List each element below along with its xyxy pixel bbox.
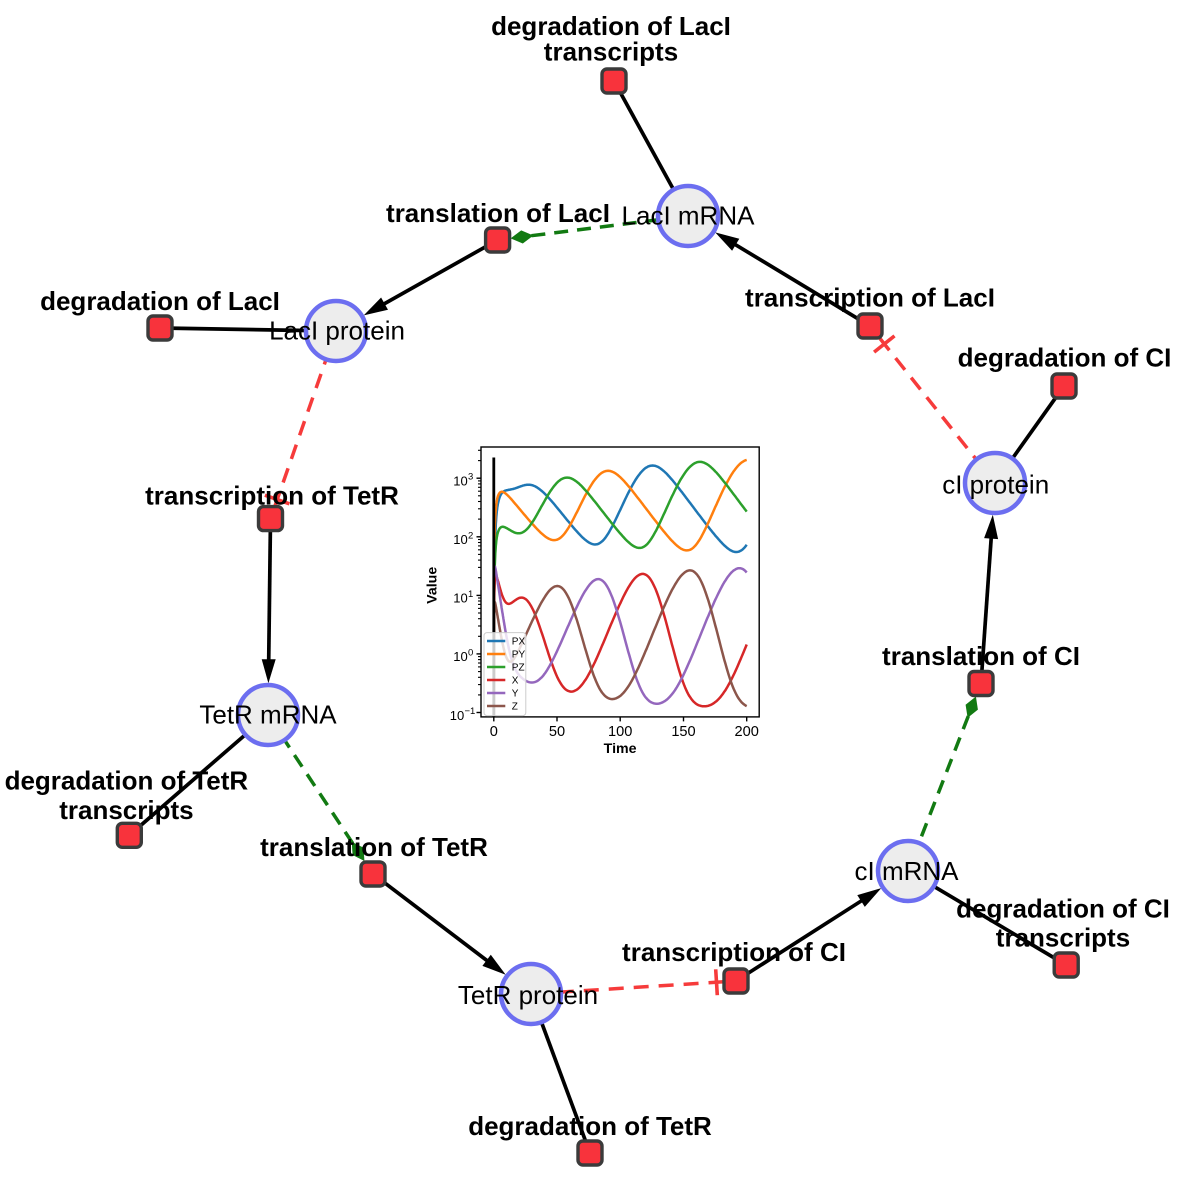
svg-text:150: 150 [671,724,695,740]
svg-text:cI protein: cI protein [942,470,1049,500]
svg-text:−1: −1 [465,706,476,717]
svg-text:transcription of TetR: transcription of TetR [145,481,399,511]
svg-text:100: 100 [608,724,632,740]
svg-text:transcripts: transcripts [59,795,193,825]
svg-text:degradation of LacI: degradation of LacI [491,11,731,41]
svg-text:10: 10 [453,591,467,606]
svg-text:Value: Value [424,567,440,604]
svg-text:Z: Z [512,702,518,713]
svg-text:Y: Y [512,689,519,700]
svg-text:50: 50 [549,724,565,740]
svg-text:degradation of TetR: degradation of TetR [468,1111,712,1141]
svg-text:degradation of LacI: degradation of LacI [40,286,280,316]
svg-text:Time: Time [604,741,637,757]
svg-text:10: 10 [453,649,467,664]
svg-text:PY: PY [512,650,526,661]
svg-text:degradation of CI: degradation of CI [956,894,1170,924]
svg-text:PX: PX [512,637,526,648]
svg-text:transcripts: transcripts [996,923,1130,953]
svg-text:200: 200 [735,724,759,740]
svg-text:LacI mRNA: LacI mRNA [622,200,756,230]
svg-text:TetR mRNA: TetR mRNA [199,700,337,730]
svg-text:cI mRNA: cI mRNA [855,856,960,886]
svg-text:10: 10 [453,532,467,547]
svg-text:transcripts: transcripts [544,37,678,67]
svg-text:10: 10 [450,708,464,723]
svg-text:TetR protein: TetR protein [458,980,598,1010]
svg-text:LacI protein: LacI protein [269,316,405,346]
svg-text:PZ: PZ [512,663,525,674]
svg-text:degradation of CI: degradation of CI [958,343,1172,373]
svg-text:X: X [512,676,519,687]
svg-text:0: 0 [468,647,473,658]
svg-text:translation of LacI: translation of LacI [386,198,610,228]
svg-text:transcription of LacI: transcription of LacI [745,283,995,313]
svg-text:1: 1 [468,589,473,600]
svg-text:2: 2 [468,530,473,541]
svg-text:10: 10 [453,474,467,489]
svg-text:0: 0 [490,724,498,740]
svg-text:transcription of CI: transcription of CI [622,937,846,967]
svg-text:translation of CI: translation of CI [882,641,1080,671]
svg-text:degradation of TetR: degradation of TetR [5,765,249,795]
svg-text:3: 3 [468,472,473,483]
svg-text:translation of TetR: translation of TetR [260,832,488,862]
